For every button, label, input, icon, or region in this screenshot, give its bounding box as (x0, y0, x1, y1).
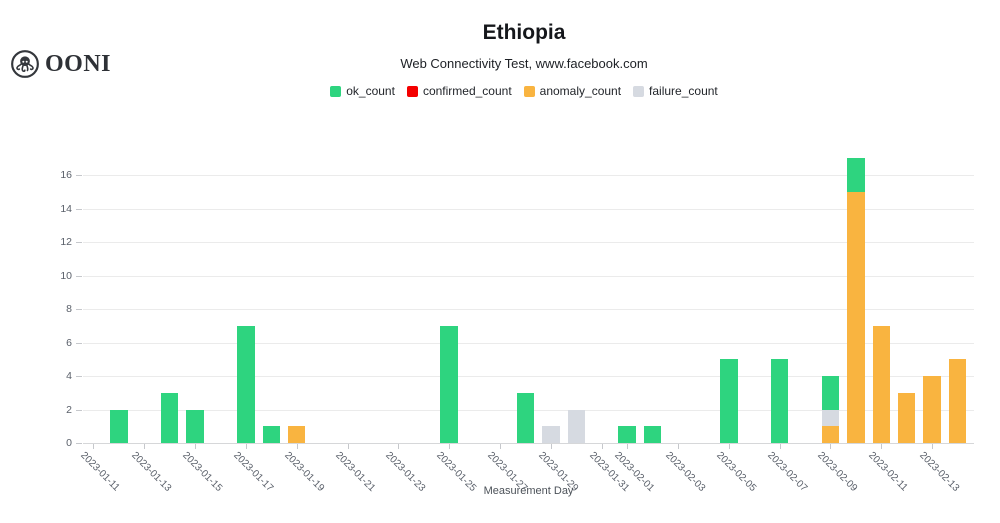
y-tick-mark-12 (76, 242, 82, 243)
bar-2023-02-09-ok_count (821, 376, 840, 410)
x-tick-mark (144, 444, 146, 449)
legend-swatch-anomaly_count (523, 85, 535, 97)
bar-2023-01-29-failure_count (542, 426, 560, 444)
x-tick-mark (449, 444, 451, 449)
bar-2023-01-25-ok_count (440, 325, 458, 444)
ooni-logo: OONI (10, 49, 111, 79)
bar-2023-02-10-anomaly_count (847, 191, 865, 444)
x-axis-line (83, 443, 974, 444)
y-tick-label-8: 8 (66, 303, 72, 315)
bar-2023-01-19-anomaly_count (287, 426, 306, 444)
y-tick-mark-2 (76, 409, 82, 411)
x-tick-mark (296, 444, 298, 449)
bar-2023-01-30-failure_count (567, 409, 585, 443)
gridline-y-16 (83, 175, 974, 176)
gridline-y-14 (83, 208, 974, 210)
legend-label: anomaly_count (539, 84, 622, 98)
y-tick-label-2: 2 (66, 403, 72, 416)
bar-2023-01-18-ok_count (262, 426, 280, 444)
x-tick-mark (779, 444, 781, 449)
bar-2023-02-12-anomaly_count (897, 392, 916, 444)
gridline-y-8 (83, 309, 974, 310)
chart-header: Ethiopia Web Connectivity Test, www.face… (48, 0, 1000, 98)
bar-2023-02-09-failure_count (821, 409, 840, 427)
y-tick-mark-14 (76, 208, 82, 210)
ooni-octopus-icon (11, 50, 39, 78)
bar-2023-02-11-anomaly_count (872, 325, 890, 444)
bar-2023-01-28-ok_count (516, 392, 535, 444)
legend-item-failure_count: failure_count (633, 84, 718, 98)
x-tick-mark (398, 444, 400, 449)
bar-2023-02-09-anomaly_count (821, 426, 840, 444)
x-tick-mark (601, 444, 603, 449)
y-tick-mark-8 (76, 309, 82, 310)
gridline-y-10 (83, 275, 974, 277)
bar-2023-02-07-ok_count (770, 359, 789, 444)
legend-label: confirmed_count (422, 84, 512, 98)
bar-2023-01-17-ok_count (237, 325, 255, 444)
x-tick-mark (500, 444, 501, 449)
bar-2023-01-14-ok_count (160, 392, 179, 444)
y-tick-mark-4 (76, 376, 82, 377)
x-axis-title: Measurement Day (483, 485, 574, 497)
legend: ok_count confirmed_count anomaly_count fail… (48, 84, 1000, 98)
legend-item-ok_count: ok_count (330, 84, 395, 98)
bar-2023-02-13-anomaly_count (923, 376, 941, 443)
bar-2023-01-15-ok_count (186, 409, 204, 443)
x-tick-mark (347, 444, 349, 449)
y-tick-label-4: 4 (66, 370, 72, 382)
bar-2023-02-05-ok_count (720, 359, 738, 444)
bar-2023-02-10-ok_count (847, 158, 865, 192)
bar-2023-02-14-anomaly_count (948, 359, 967, 444)
y-tick-label-16: 16 (60, 169, 72, 181)
x-tick-mark (195, 444, 196, 449)
x-tick-mark (93, 444, 95, 449)
y-tick-mark-6 (76, 342, 82, 344)
x-tick-mark (627, 444, 629, 449)
y-tick-label-12: 12 (60, 236, 72, 248)
x-tick-mark (728, 444, 730, 449)
gridline-y-12 (83, 242, 974, 243)
y-tick-label-14: 14 (60, 202, 72, 215)
legend-item-anomaly_count: anomaly_count (523, 84, 622, 98)
ooni-logo-text: OONI (45, 51, 112, 77)
legend-swatch-confirmed_count (406, 85, 418, 97)
x-tick-mark (550, 444, 552, 449)
chart-subtitle: Web Connectivity Test, www.facebook.com (400, 56, 648, 71)
y-tick-mark-10 (76, 275, 82, 277)
gridline-y-4 (83, 376, 974, 377)
bar-2023-01-12-ok_count (110, 409, 128, 443)
x-tick-mark (932, 444, 934, 449)
legend-swatch-failure_count (633, 85, 645, 97)
legend-label: ok_count (346, 84, 395, 98)
bar-2023-02-01-ok_count (618, 426, 636, 444)
y-tick-mark-0 (76, 443, 82, 444)
y-tick-label-6: 6 (66, 336, 72, 349)
x-tick-mark (881, 444, 883, 449)
x-tick-mark (245, 444, 247, 449)
x-tick-mark (830, 444, 832, 449)
y-tick-mark-16 (76, 175, 82, 176)
legend-swatch-ok_count (330, 85, 342, 97)
y-tick-label-10: 10 (60, 269, 72, 282)
gridline-y-6 (83, 342, 974, 344)
chart-title: Ethiopia (482, 21, 566, 44)
y-tick-label-0: 0 (66, 437, 72, 449)
legend-label: failure_count (649, 84, 718, 98)
legend-item-confirmed_count: confirmed_count (406, 84, 512, 98)
x-tick-mark (677, 444, 679, 449)
bar-2023-02-02-ok_count (643, 426, 662, 444)
